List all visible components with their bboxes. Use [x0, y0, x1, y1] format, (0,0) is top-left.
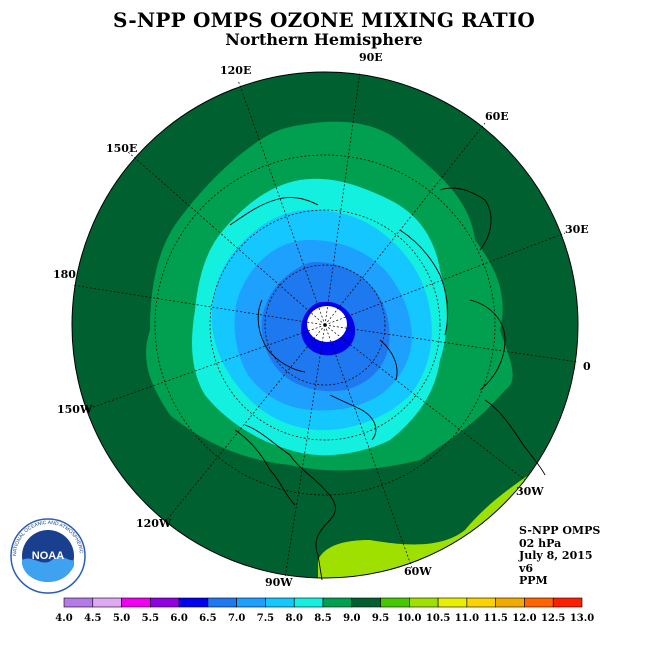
lon-label: 60E [485, 110, 509, 123]
lon-label: 30E [565, 223, 589, 236]
lon-label: 0 [583, 360, 591, 373]
colorbar-swatch [293, 597, 324, 608]
info-level: 02 hPa [519, 536, 562, 550]
colorbar-tick-label: 8.5 [314, 613, 331, 624]
lon-label: 30W [516, 485, 544, 498]
lon-label: 180 [53, 268, 76, 281]
colorbar-swatch [409, 597, 439, 608]
colorbar-tick-label: 8.0 [286, 613, 303, 624]
noaa-logo: NOAA NATIONAL OCEANIC AND ATMOSPHERIC AD… [8, 516, 86, 594]
colorbar-tick-label: 6.0 [170, 613, 187, 624]
colorbar-swatch [236, 597, 266, 608]
colorbar-tick-label: 4.0 [55, 613, 72, 624]
colorbar-tick-label: 7.0 [228, 613, 245, 624]
colorbar-swatch [178, 597, 209, 608]
colorbar-swatch [265, 597, 295, 608]
logo-text: NOAA [32, 550, 64, 562]
colorbar-swatch [121, 597, 151, 608]
logo-wave [22, 556, 74, 582]
colorbar-ticks: 4.0 4.5 5.0 5.5 6.0 6.5 7.0 7.5 8.0 8.5 9.0 9.5 10.0… [55, 613, 594, 624]
colorbar-tick-label: 10.5 [426, 613, 450, 624]
lon-label: 150E [106, 142, 137, 155]
info-units: PPM [519, 574, 548, 587]
colorbar-swatch [524, 597, 554, 608]
colorbar-tick-label: 5.0 [113, 613, 130, 624]
colorbar-swatch [466, 597, 496, 608]
colorbar-swatch [207, 597, 237, 608]
map-border [71, 71, 579, 579]
info-box: S-NPP OMPS 02 hPa July 8, 2015 v6 PPM [519, 524, 601, 588]
map-title: S-NPP OMPS OZONE MIXING RATIO [113, 8, 535, 32]
colorbar-tick-label: 10.0 [397, 613, 421, 624]
colorbar-swatch [322, 597, 353, 608]
colorbar-swatch [437, 597, 468, 608]
colorbar-tick-label: 13.0 [570, 613, 594, 624]
colorbar-boxes [63, 597, 583, 608]
colorbar-tick-label: 11.0 [455, 613, 479, 624]
colorbar-tick-label: 5.5 [142, 613, 159, 624]
colorbar-swatch [552, 597, 583, 608]
graticule [71, 71, 579, 579]
colorbar-tick-label: 11.5 [483, 613, 507, 624]
map-subtitle: Northern Hemisphere [225, 30, 423, 49]
colorbar-tick-label: 7.5 [257, 613, 274, 624]
colorbar-tick-label: 12.0 [512, 613, 536, 624]
colorbar-tick-label: 12.5 [541, 613, 565, 624]
lon-label: 90W [265, 576, 293, 589]
longitude-labels: 90E 60E 30E 0 30W 60W 90W 120W 150W 180 … [53, 51, 591, 589]
colorbar-swatch [351, 597, 381, 608]
lon-label: 150W [57, 403, 93, 416]
lon-label: 120E [220, 64, 251, 77]
colorbar-swatch [92, 597, 122, 608]
colorbar-swatch [380, 597, 410, 608]
lon-label: 90E [359, 51, 383, 64]
colorbar-tick-label: 6.5 [199, 613, 216, 624]
coastlines [229, 187, 546, 581]
colorbar-swatch [495, 597, 525, 608]
lon-label: 120W [136, 517, 172, 530]
colorbar-swatch [150, 597, 180, 608]
no-data-pole [307, 306, 347, 342]
colorbar-tick-label: 9.0 [343, 613, 360, 624]
info-date: July 8, 2015 [519, 549, 593, 562]
colorbar-tick-label: 4.5 [84, 613, 101, 624]
info-version: v6 [519, 561, 534, 575]
lon-label: 60W [404, 565, 432, 578]
colorbar-swatch [63, 597, 94, 608]
info-instrument: S-NPP OMPS [519, 524, 601, 537]
ozone-contours [72, 72, 578, 578]
colorbar-tick-label: 9.5 [372, 613, 389, 624]
